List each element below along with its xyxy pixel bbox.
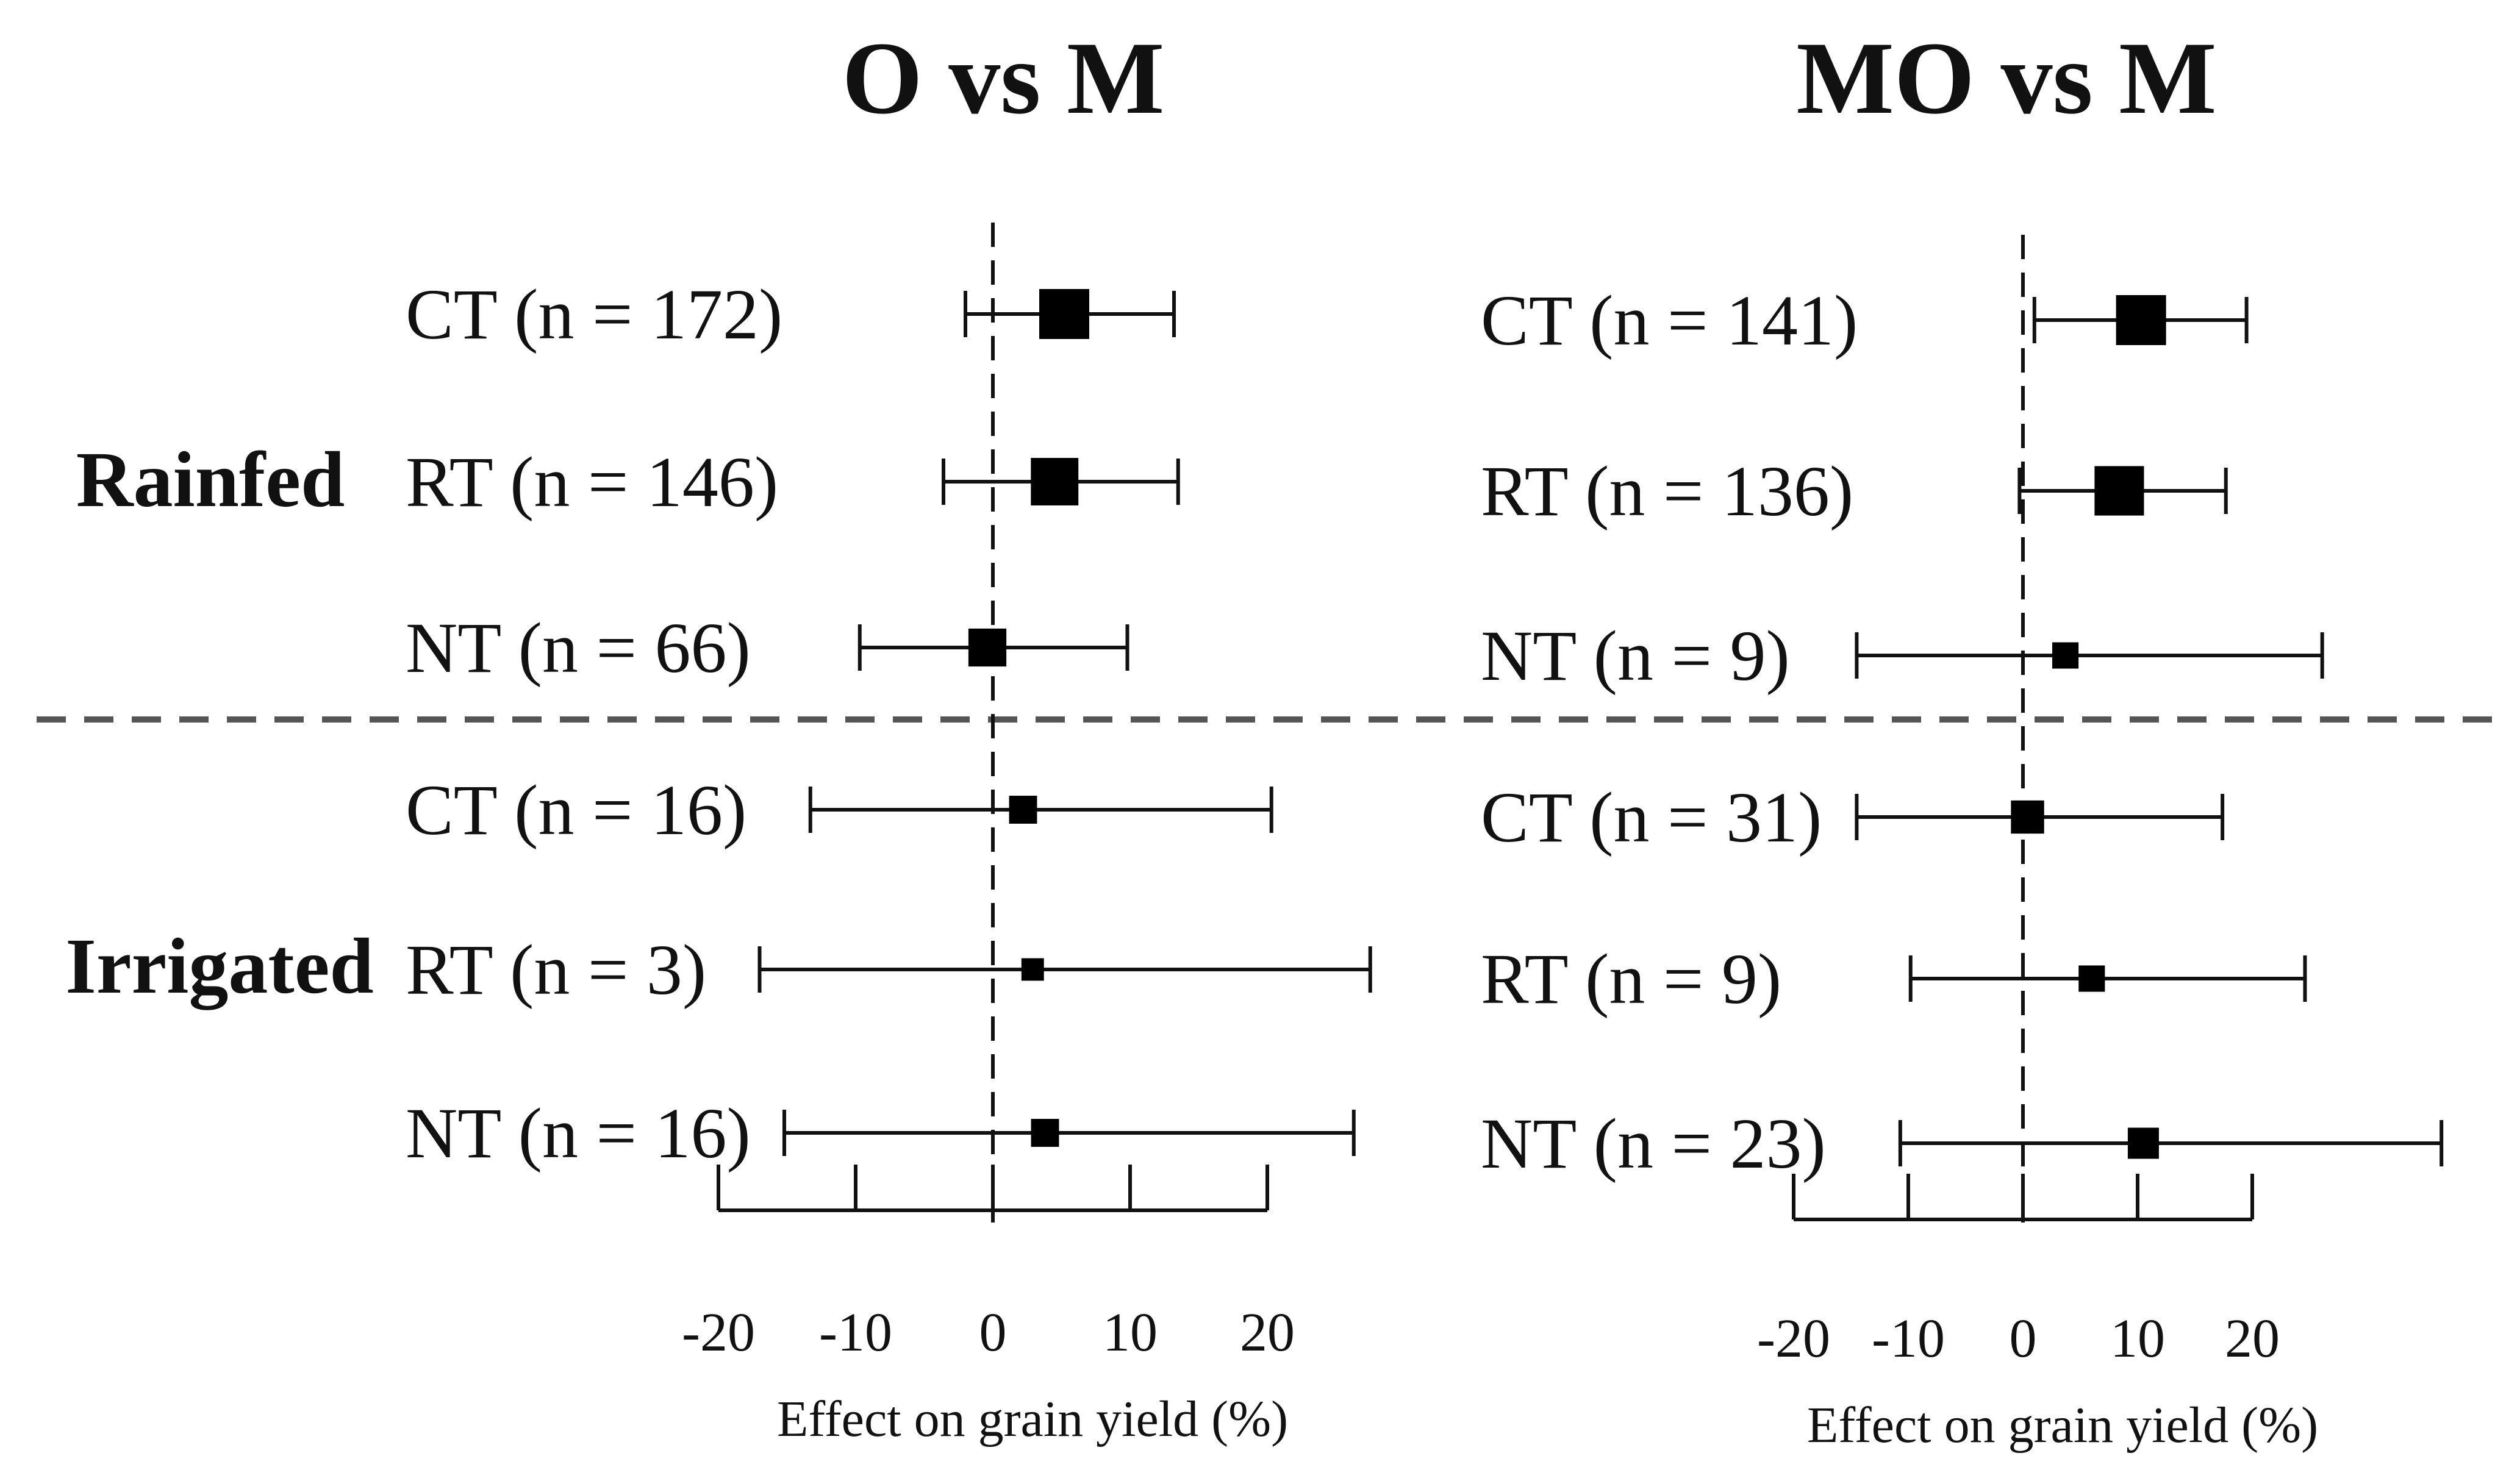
estimate-marker-nt-n-23 <box>2127 1127 2159 1159</box>
row-label-nt-n-16: NT (n = 16) <box>406 1093 751 1173</box>
x-axis-title: Effect on grain yield (%) <box>777 1391 1288 1447</box>
estimate-marker-ct-n-31 <box>2011 800 2044 834</box>
estimate-marker-rt-n-9 <box>2078 965 2105 992</box>
estimate-marker-rt-n-136 <box>2094 466 2144 516</box>
row-label-nt-n-23: NT (n = 23) <box>1481 1104 1826 1183</box>
x-tick-label-neg10: -10 <box>819 1302 892 1363</box>
row-label-rt-n-136: RT (n = 136) <box>1481 451 1853 531</box>
row-label-nt-n-9: NT (n = 9) <box>1481 616 1790 696</box>
estimate-marker-nt-n-9 <box>2052 642 2079 669</box>
panel-title-o-vs-m: O vs M <box>842 21 1165 135</box>
panel-title-mo-vs-m: MO vs M <box>1796 21 2216 135</box>
estimate-marker-ct-n-16 <box>1009 796 1037 824</box>
estimate-marker-ct-n-172 <box>1039 289 1089 339</box>
x-tick-label-0: 0 <box>2010 1308 2037 1369</box>
x-tick-label-neg20: -20 <box>682 1302 755 1363</box>
row-label-rt-n-9: RT (n = 9) <box>1481 939 1781 1019</box>
row-label-rt-n-146: RT (n = 146) <box>406 442 778 522</box>
x-tick-label-neg20: -20 <box>1757 1308 1830 1369</box>
estimate-marker-rt-n-3 <box>1021 958 1044 981</box>
row-label-rt-n-3: RT (n = 3) <box>406 930 706 1010</box>
group-label-irrigated: Irrigated <box>65 923 373 1010</box>
x-tick-label-neg10: -10 <box>1872 1308 1945 1369</box>
panel-o-vs-m: CT (n = 172) RT (n = 146) NT (n = 66) CT (n… <box>406 223 1372 1447</box>
x-tick-label-20: 20 <box>1240 1302 1295 1363</box>
estimate-marker-nt-n-16 <box>1031 1119 1059 1147</box>
x-tick-label-10: 10 <box>2110 1308 2165 1369</box>
panel-mo-vs-m: CT (n = 141) RT (n = 136) NT (n = 9) CT (n … <box>1481 235 2444 1454</box>
x-tick-label-0: 0 <box>979 1302 1007 1363</box>
estimate-marker-ct-n-141 <box>2116 295 2166 345</box>
estimate-marker-rt-n-146 <box>1031 458 1079 505</box>
x-tick-label-20: 20 <box>2225 1308 2280 1369</box>
row-label-ct-n-16: CT (n = 16) <box>406 770 746 850</box>
x-tick-label-10: 10 <box>1103 1302 1158 1363</box>
row-label-ct-n-172: CT (n = 172) <box>406 274 782 354</box>
estimate-marker-nt-n-66 <box>968 628 1007 667</box>
row-label-nt-n-66: NT (n = 66) <box>406 608 751 688</box>
row-label-ct-n-31: CT (n = 31) <box>1481 777 1822 857</box>
row-label-ct-n-141: CT (n = 141) <box>1481 280 1858 360</box>
group-label-rainfed: Rainfed <box>76 436 345 524</box>
x-axis-title: Effect on grain yield (%) <box>1807 1397 2318 1454</box>
